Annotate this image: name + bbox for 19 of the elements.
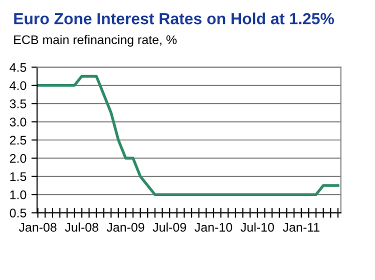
x-tick-label: Jan-08	[18, 222, 56, 232]
x-tick-label: Jul-08	[64, 222, 98, 232]
y-tick-label: 4.0	[10, 81, 26, 90]
x-tick-label: Jul-09	[152, 222, 186, 232]
y-tick-label: 0.5	[10, 208, 26, 218]
x-tick-label: Jan-09	[106, 222, 144, 232]
y-tick-label: 1.0	[10, 190, 26, 200]
y-tick-label: 3.0	[10, 118, 26, 126]
x-tick-label: Jul-10	[240, 222, 274, 232]
y-tick-label: 1.5	[10, 172, 26, 182]
y-tick-label: 4.5	[10, 63, 26, 72]
x-tick-label: Jan-11	[282, 222, 320, 232]
x-tick-label: Jan-10	[194, 222, 232, 232]
chart-title: Euro Zone Interest Rates on Hold at 1.25%	[14, 12, 334, 24]
y-tick-label: 2.0	[10, 154, 26, 163]
chart-subtitle: ECB main refinancing rate, %	[14, 35, 177, 47]
y-tick-label: 3.5	[10, 99, 26, 108]
line-series	[37, 74, 340, 196]
y-tick-label: 2.5	[10, 136, 26, 145]
